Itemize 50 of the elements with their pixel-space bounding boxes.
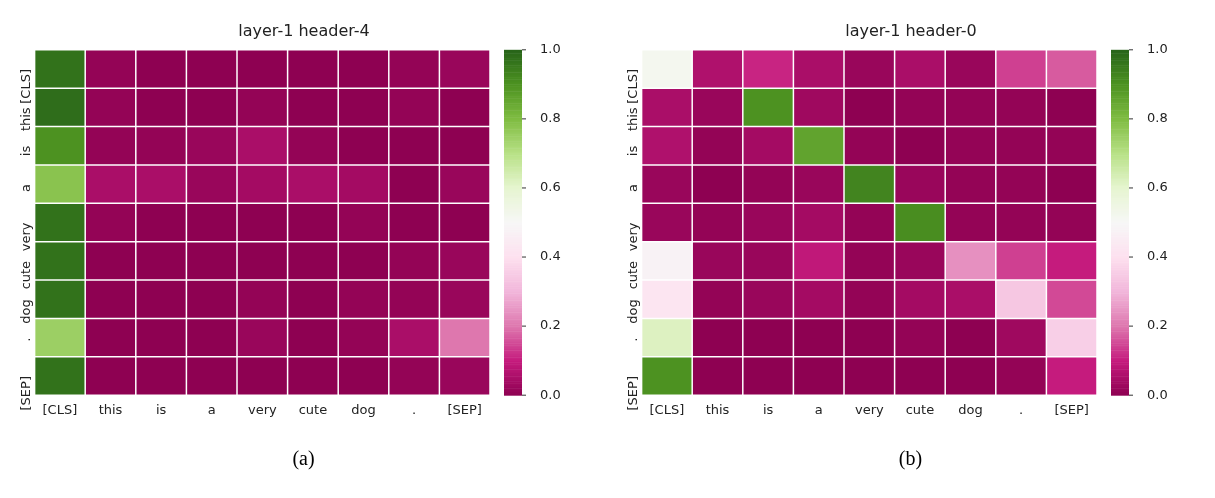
color-bar-label: 0.8	[539, 110, 561, 126]
y-tick-label: .	[17, 337, 33, 342]
y-tick-label: very	[17, 222, 33, 252]
y-tick-label: very	[624, 222, 640, 252]
color-bar-label: 1.0	[1146, 41, 1168, 57]
x-tick-label: dog	[957, 402, 983, 418]
color-bar-label: 0.6	[1146, 179, 1168, 195]
x-tick-label: .	[1018, 402, 1023, 418]
x-tick-label: very	[247, 402, 277, 418]
y-tick-label: [CLS]	[17, 68, 33, 104]
y-tick-label: a	[624, 184, 640, 193]
y-tick-label: is	[624, 145, 640, 157]
x-tick-label: [CLS]	[649, 402, 684, 418]
x-tick-label: [SEP]	[446, 402, 482, 418]
x-tick-label: .	[411, 402, 416, 418]
y-tick-label: this	[17, 107, 33, 132]
color-bar-label: 1.0	[539, 41, 561, 57]
color-bar-label: 0.2	[1146, 317, 1168, 333]
y-tick-label: dog	[17, 299, 33, 324]
color-bar-label: 0.4	[1146, 248, 1168, 264]
x-tick-label: [SEP]	[1053, 402, 1089, 418]
text: (b)	[898, 447, 923, 470]
y-tick-label: dog	[624, 299, 640, 324]
x-tick-label: cute	[905, 402, 934, 418]
y-tick-label: [CLS]	[624, 68, 640, 104]
chart-title: layer-1 header-4	[237, 21, 370, 41]
y-tick-label: this	[624, 107, 640, 132]
color-bar-label: 0.2	[539, 317, 561, 333]
y-tick-label: cute	[624, 260, 640, 290]
color-bar-label: 0.6	[539, 179, 561, 195]
x-tick-label: very	[854, 402, 884, 418]
color-bar-label: 0.0	[539, 386, 561, 402]
x-tick-label: a	[207, 402, 216, 418]
color-bar-label: 0.8	[1146, 110, 1168, 126]
color-bar-label: 0.4	[539, 248, 561, 264]
x-tick-label: cute	[298, 402, 327, 418]
y-tick-label: cute	[17, 260, 33, 290]
y-tick-label: a	[17, 184, 33, 193]
y-tick-label: is	[17, 145, 33, 157]
x-tick-label: this	[705, 402, 730, 418]
x-tick-label: this	[98, 402, 123, 418]
x-tick-label: is	[155, 402, 167, 418]
x-tick-label: [CLS]	[42, 402, 77, 418]
y-tick-label: .	[624, 337, 640, 342]
x-tick-label: dog	[350, 402, 376, 418]
x-tick-label: a	[814, 402, 823, 418]
color-bar-label: 0.0	[1146, 386, 1168, 402]
text: (a)	[292, 447, 315, 470]
x-tick-label: is	[762, 402, 774, 418]
chart-title: layer-1 header-0	[844, 21, 977, 41]
